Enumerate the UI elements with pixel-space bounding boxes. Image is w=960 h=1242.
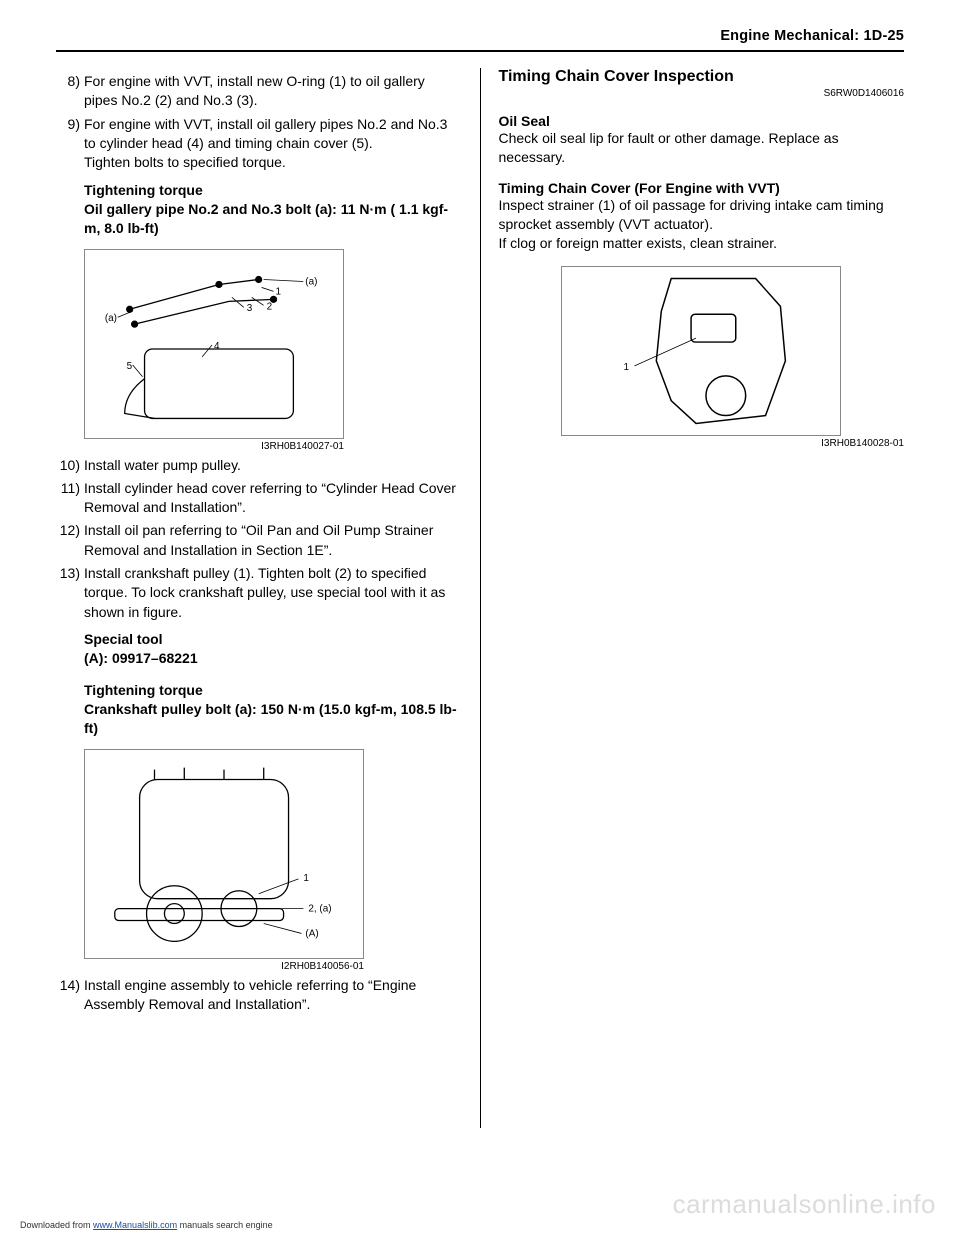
left-column: 8) For engine with VVT, install new O-ri… — [56, 68, 481, 1128]
step-body: Install engine assembly to vehicle refer… — [84, 976, 462, 1015]
fig-label: 2, (a) — [308, 903, 331, 914]
fig-label: (a) — [105, 313, 117, 324]
step-body: For engine with VVT, install oil gallery… — [84, 115, 462, 173]
torque-value: Oil gallery pipe No.2 and No.3 bolt (a):… — [84, 200, 462, 239]
figure-caption: I3RH0B140028-01 — [499, 438, 905, 449]
step-num: 10) — [56, 456, 84, 475]
subsection-oil-seal: Oil Seal — [499, 113, 905, 129]
paragraph: Check oil seal lip for fault or other da… — [499, 129, 905, 168]
figure-image: 1 — [561, 266, 841, 436]
step-11: 11) Install cylinder head cover referrin… — [56, 479, 462, 518]
fig-label: 1 — [624, 361, 630, 372]
step-8: 8) For engine with VVT, install new O-ri… — [56, 72, 462, 111]
columns: 8) For engine with VVT, install new O-ri… — [56, 68, 904, 1128]
step-num: 14) — [56, 976, 84, 1015]
fig-label: 1 — [276, 286, 282, 297]
paragraph: If clog or foreign matter exists, clean … — [499, 234, 905, 253]
watermark: carmanualsonline.info — [673, 1189, 936, 1220]
subsection-timing-cover: Timing Chain Cover (For Engine with VVT) — [499, 180, 905, 196]
fig-label: 1 — [303, 872, 309, 883]
figure-crankshaft: 1 2, (a) (A) I2RH0B140056-01 — [84, 749, 462, 972]
page-header: Engine Mechanical: 1D-25 — [56, 28, 904, 52]
fig-label: 4 — [214, 340, 220, 351]
page: Engine Mechanical: 1D-25 8) For engine w… — [0, 0, 960, 1242]
step-body: Install crankshaft pulley (1). Tighten b… — [84, 564, 462, 622]
fig-label: 3 — [247, 303, 253, 314]
step-num: 9) — [56, 115, 84, 173]
torque-label: Tightening torque — [84, 681, 462, 700]
fig-label: (A) — [305, 928, 318, 939]
figure-timing-cover: 1 I3RH0B140028-01 — [499, 266, 905, 449]
step-13: 13) Install crankshaft pulley (1). Tight… — [56, 564, 462, 622]
step-num: 12) — [56, 521, 84, 560]
step-10: 10) Install water pump pulley. — [56, 456, 462, 475]
figure-oil-gallery: (a) (a) 1 2 3 4 5 — [84, 249, 462, 452]
step-body: Install water pump pulley. — [84, 456, 462, 475]
footer-link[interactable]: www.Manualslib.com — [93, 1220, 177, 1230]
step-12: 12) Install oil pan referring to “Oil Pa… — [56, 521, 462, 560]
step-body: Install cylinder head cover referring to… — [84, 479, 462, 518]
figure-image: 1 2, (a) (A) — [84, 749, 364, 959]
step-body: For engine with VVT, install new O-ring … — [84, 72, 462, 111]
doc-code: S6RW0D1406016 — [499, 88, 905, 99]
footer: Downloaded from www.Manualslib.com manua… — [20, 1220, 273, 1230]
footer-prefix: Downloaded from — [20, 1220, 93, 1230]
figure-image: (a) (a) 1 2 3 4 5 — [84, 249, 344, 439]
torque-label: Tightening torque — [84, 181, 462, 200]
right-column: Timing Chain Cover Inspection S6RW0D1406… — [481, 68, 905, 1128]
figure-caption: I2RH0B140056-01 — [84, 961, 364, 972]
section-title: Timing Chain Cover Inspection — [499, 68, 905, 86]
figure-caption: I3RH0B140027-01 — [84, 441, 344, 452]
step-text: Tighten bolts to specified torque. — [84, 154, 286, 170]
torque-value: Crankshaft pulley bolt (a): 150 N·m (15.… — [84, 700, 462, 739]
fig-label: 5 — [127, 360, 133, 371]
step-num: 13) — [56, 564, 84, 622]
fig-label: (a) — [305, 276, 317, 287]
special-tool-value: (A): 09917–68221 — [84, 649, 462, 668]
step-body: Install oil pan referring to “Oil Pan an… — [84, 521, 462, 560]
fig-label: 2 — [267, 301, 273, 312]
step-num: 8) — [56, 72, 84, 111]
special-tool-label: Special tool — [84, 630, 462, 649]
step-9: 9) For engine with VVT, install oil gall… — [56, 115, 462, 173]
step-14: 14) Install engine assembly to vehicle r… — [56, 976, 462, 1015]
step-num: 11) — [56, 479, 84, 518]
footer-suffix: manuals search engine — [177, 1220, 273, 1230]
paragraph: Inspect strainer (1) of oil passage for … — [499, 196, 905, 235]
step-text: For engine with VVT, install oil gallery… — [84, 116, 447, 151]
